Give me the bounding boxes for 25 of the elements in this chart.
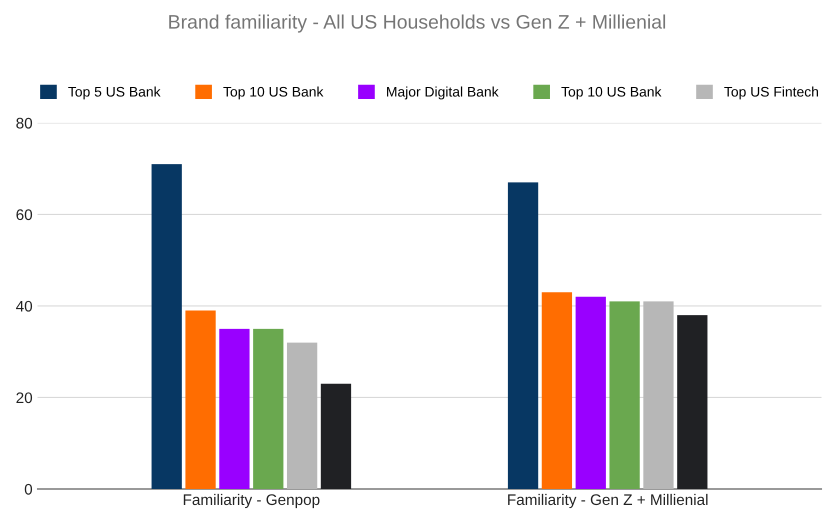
y-tick-label: 80 — [16, 118, 32, 129]
legend-label: Major Digital Bank — [387, 86, 499, 100]
y-tick-label: 40 — [16, 300, 32, 312]
y-tick-label: 20 — [16, 392, 32, 404]
bar — [677, 315, 708, 490]
bar — [219, 328, 250, 490]
x-tick-label: Familiarity - Genpop — [184, 494, 320, 508]
y-tick-label: 60 — [16, 209, 32, 220]
bar — [508, 182, 538, 490]
bar — [152, 164, 182, 490]
legend-label: Top US Fintech — [724, 86, 818, 100]
legend-label: Top 5 US Bank — [68, 86, 161, 100]
bar — [286, 342, 318, 490]
bar — [609, 301, 640, 490]
bar — [643, 301, 674, 490]
legend-label: Top 10 US Bank — [561, 86, 662, 100]
bar — [253, 328, 284, 490]
x-tick-label: Familiarity - Gen Z + Millienial — [508, 494, 708, 508]
bar — [576, 296, 606, 490]
bar — [320, 384, 352, 490]
y-tick-label: 0 — [24, 484, 32, 495]
bar — [185, 310, 216, 490]
bar — [542, 292, 572, 490]
chart-title: Brand familiarity - All US Households vs Gen Z + Millienial — [169, 14, 666, 33]
legend-label: Top 10 US Bank — [223, 86, 324, 100]
